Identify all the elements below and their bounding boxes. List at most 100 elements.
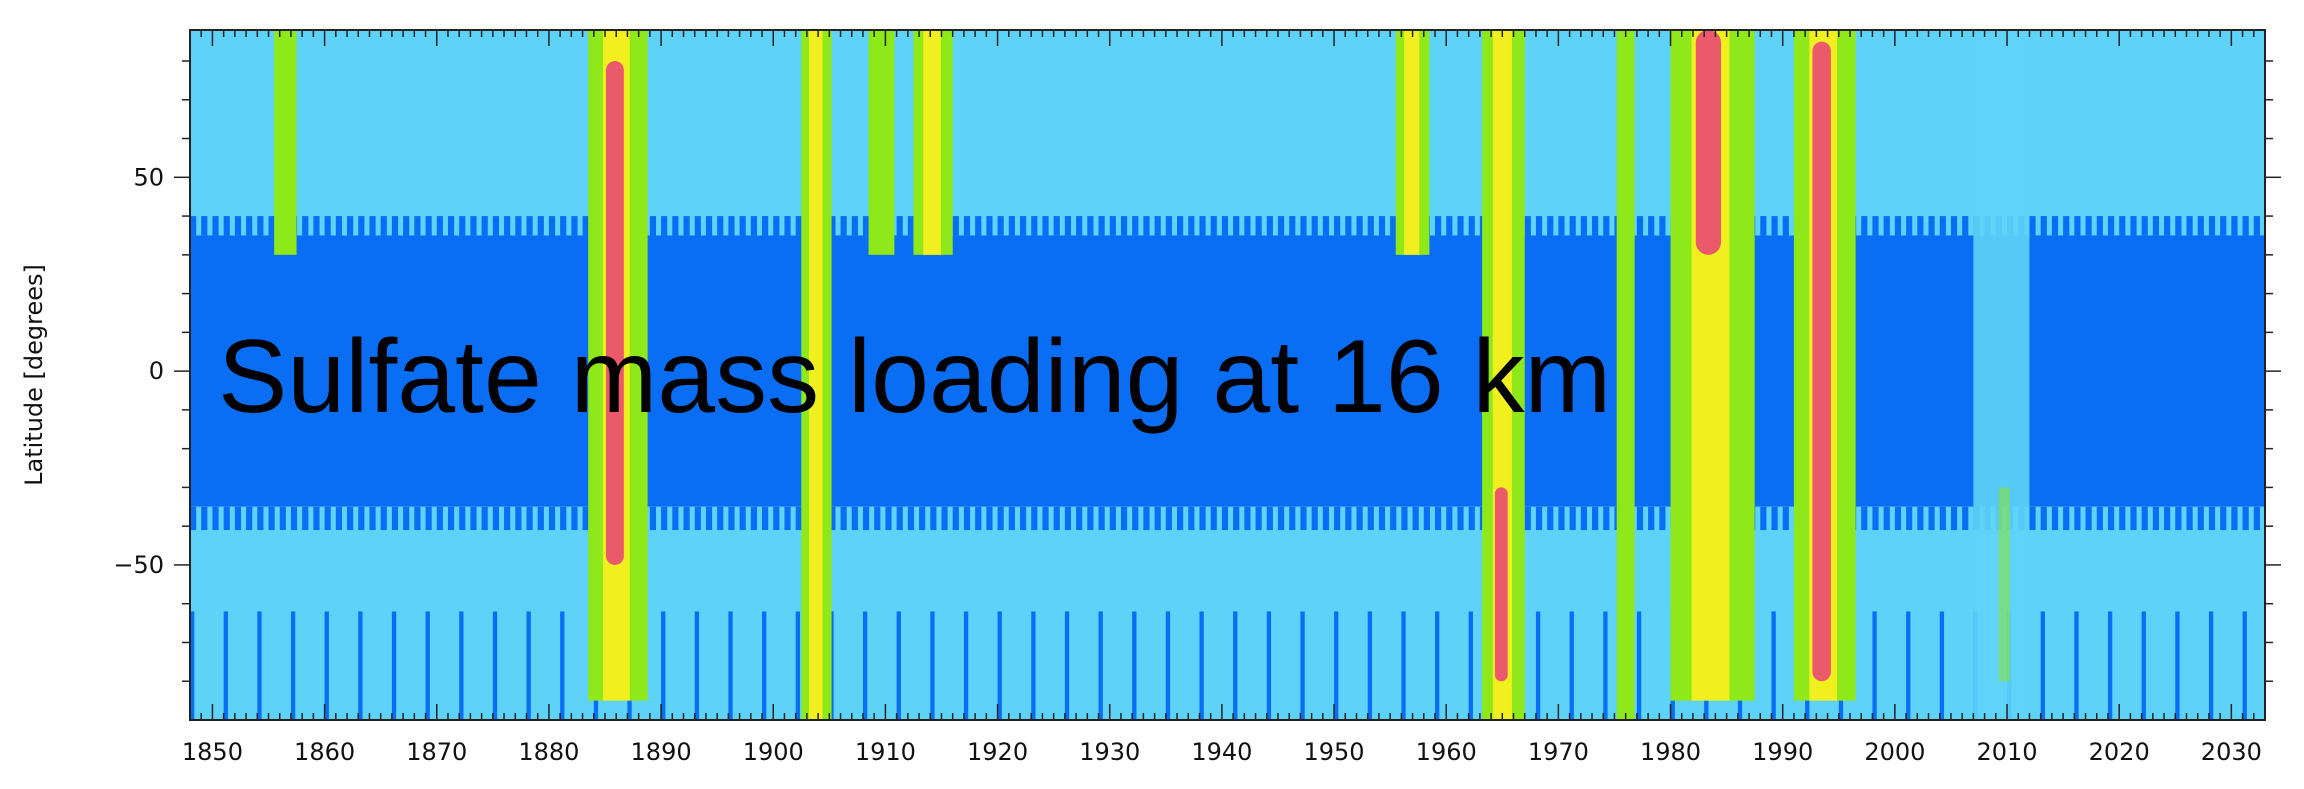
event-column: [1395, 30, 1430, 255]
heatmap-cell: [2197, 216, 2204, 236]
x-tick-label: 2010: [1976, 738, 2037, 766]
heatmap-cell: [324, 611, 329, 720]
heatmap-cell: [1861, 506, 1868, 531]
heatmap-cell: [808, 30, 823, 720]
event-column: [1616, 30, 1635, 720]
heatmap-cell: [391, 611, 397, 720]
heatmap-cell: [1300, 506, 1307, 531]
heatmap-cell: [1098, 611, 1103, 720]
heatmap-cell: [526, 506, 533, 531]
heatmap-cell: [560, 611, 565, 720]
heatmap-cell: [1636, 506, 1644, 531]
heatmap-cell: [537, 216, 544, 236]
heatmap-cell: [694, 216, 701, 236]
heatmap-cell: [1592, 506, 1599, 531]
heatmap-cell: [234, 506, 242, 531]
x-tick-label: 1920: [967, 738, 1028, 766]
heatmap-band: [190, 506, 2265, 720]
heatmap-cell: [1872, 611, 1877, 720]
heatmap-cell: [1962, 216, 1969, 236]
heatmap-cell: [1277, 216, 1285, 236]
heatmap-cell: [1008, 216, 1015, 236]
heatmap-cell: [1322, 216, 1330, 236]
heatmap-cell: [2208, 506, 2216, 531]
heatmap-cell: [1053, 506, 1060, 531]
heatmap-cell: [1760, 506, 1767, 531]
heatmap-cell: [1446, 216, 1453, 236]
heatmap-cell: [1928, 506, 1935, 531]
heatmap-cell: [257, 216, 264, 236]
heatmap-cell: [2040, 611, 2045, 720]
heatmap-cell: [2119, 506, 2126, 531]
heatmap-cell: [1378, 506, 1386, 531]
heatmap-cell: [347, 216, 354, 236]
heatmap-cell: [975, 216, 982, 236]
heatmap-cell: [1603, 506, 1610, 531]
heatmap-cell: [739, 506, 746, 531]
heatmap-cell: [223, 506, 230, 531]
x-axis: 1850 1860 1870 1880 1890 1900 1910 1920 1930 1940…: [182, 30, 2266, 766]
plot-frame: [189, 29, 2266, 721]
x-tick-label: 1960: [1416, 738, 1477, 766]
heatmap-cell: [1064, 611, 1070, 720]
heatmap-cell: [694, 506, 701, 531]
heatmap-cell: [1524, 506, 1531, 531]
x-tick-label: 1890: [631, 738, 692, 766]
heatmap-cell: [358, 216, 365, 236]
heatmap-cell: [2242, 216, 2249, 236]
heatmap-cell: [1812, 41, 1831, 682]
heatmap-cell: [470, 216, 477, 236]
heatmap-cell: [649, 216, 657, 236]
heatmap-cell: [313, 506, 320, 531]
heatmap-cell: [492, 611, 498, 720]
heatmap-cell: [1592, 216, 1599, 236]
heatmap-cell: [606, 61, 624, 565]
heatmap-cell: [975, 506, 982, 531]
y-axis: −50 0 50: [113, 60, 2281, 682]
heatmap-cell: [223, 611, 228, 720]
heatmap-cell: [941, 506, 948, 531]
heatmap-cell: [907, 216, 915, 236]
x-tick-label: 2000: [1864, 738, 1925, 766]
heatmap-cell: [1143, 216, 1150, 236]
heatmap-cell: [840, 506, 847, 531]
heatmap-cell: [1210, 506, 1217, 531]
event-column: [868, 30, 895, 255]
heatmap-cell: [1300, 216, 1307, 236]
heatmap-cell: [2175, 216, 2182, 236]
heatmap-cell: [548, 506, 556, 531]
heatmap-cell: [1401, 506, 1408, 531]
x-tick-label: 1990: [1752, 738, 1813, 766]
heatmap-cell: [257, 506, 264, 531]
heatmap-cell: [1008, 506, 1015, 531]
heatmap-cell: [414, 216, 421, 236]
heatmap-cell: [2242, 611, 2247, 720]
heatmap-cell: [728, 216, 735, 236]
heatmap-cell: [2063, 216, 2070, 236]
heatmap-cell: [923, 30, 941, 255]
heatmap-cell: [335, 506, 342, 531]
heatmap-cell: [1547, 216, 1554, 236]
heatmap-cell: [246, 506, 253, 531]
heatmap-cell: [1494, 487, 1508, 682]
heatmap-cell: [1367, 611, 1373, 720]
heatmap-cell: [868, 30, 895, 255]
heatmap-cell: [2096, 506, 2103, 531]
heatmap-cell: [795, 216, 802, 236]
heatmap-cell: [358, 506, 365, 531]
heatmap-cell: [358, 611, 363, 720]
event-column: [801, 30, 832, 720]
heatmap-cell: [1367, 216, 1374, 236]
heatmap-cell: [1535, 506, 1543, 531]
heatmap-cell: [840, 216, 847, 236]
x-tick-label: 1940: [1191, 738, 1252, 766]
heatmap-cell: [907, 506, 915, 531]
heatmap-cell: [1939, 216, 1946, 236]
heatmap-cell: [1255, 506, 1262, 531]
heatmap-cell: [1390, 506, 1397, 531]
heatmap-cell: [190, 216, 197, 236]
heatmap-cell: [829, 216, 836, 236]
heatmap-cell: [515, 216, 522, 236]
heatmap-cell: [2119, 216, 2126, 236]
